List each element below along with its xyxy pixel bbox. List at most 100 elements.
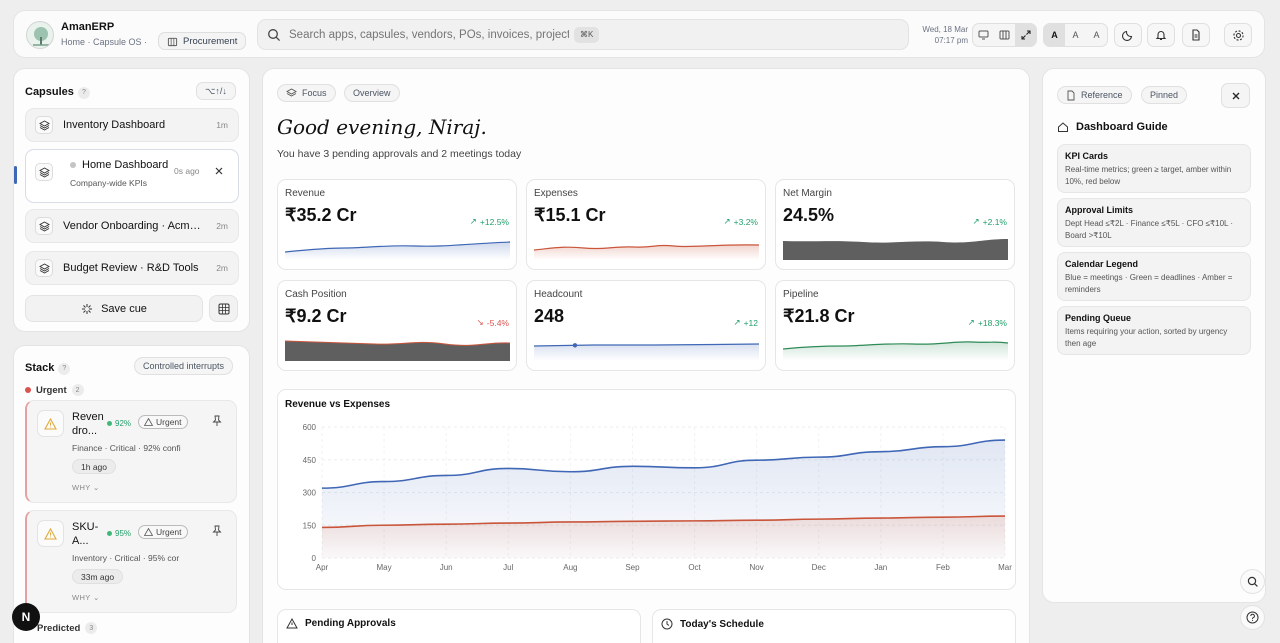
why-toggle[interactable]: WHY ⌄ (72, 483, 100, 492)
notifications-button[interactable] (1147, 23, 1175, 47)
kpi-change-value: +18.3% (977, 317, 1007, 328)
kpi-label: Expenses (534, 188, 578, 199)
kpi-value: 248 (534, 306, 565, 326)
stack-card-meta: Inventory · Critical · 95% cor (72, 553, 180, 563)
kpi-sparkline (285, 340, 510, 361)
kpi-change: ↗ +3.2% (724, 216, 758, 227)
capsule-age: 0s ago (174, 166, 200, 176)
guide-card-desc: Blue = meetings · Green = deadlines · Am… (1065, 273, 1233, 294)
capsule-label: Budget Review · R&D Tools (63, 262, 199, 274)
stack-panel: Stack? Controlled interrupts Urgent 2 Re… (13, 345, 250, 643)
font-size-small[interactable]: A (1093, 30, 1100, 40)
layout-toggle (972, 23, 1037, 47)
pending-approvals-title: Pending Approvals (305, 618, 396, 629)
font-size-large[interactable]: A (1044, 24, 1065, 46)
kpi-change-value: +12 (743, 317, 758, 328)
guide-card-desc: Items requiring your action, sorted by u… (1065, 327, 1228, 348)
grid-icon (218, 303, 229, 314)
guide-card[interactable]: KPI Cards Real-time metrics; green ≥ tar… (1057, 144, 1251, 193)
dark-mode-button[interactable] (1114, 23, 1142, 47)
confidence-value: 95% (115, 529, 132, 538)
tab-pinned[interactable]: Pinned (1141, 86, 1188, 104)
breadcrumb[interactable]: Home · Capsule OS · (61, 37, 148, 47)
close-panel-button[interactable] (1221, 83, 1250, 108)
capsule-item-active[interactable]: Home Dashboard Company-wide KPIs 0s ago (14, 149, 239, 203)
tab-reference[interactable]: Reference (1057, 86, 1132, 104)
capsule-shortcut[interactable]: ⌥↑/↓ (196, 82, 236, 100)
chevron-down-icon: ⌄ (93, 593, 100, 602)
x-tick-label: Nov (750, 563, 764, 572)
split-view-icon[interactable] (994, 24, 1015, 46)
guide-card[interactable]: Calendar Legend Blue = meetings · Green … (1057, 252, 1251, 301)
alert-icon (144, 528, 153, 536)
urgent-badge: Urgent (138, 525, 188, 539)
global-search[interactable]: ⌘K (257, 19, 909, 50)
status-dot (70, 162, 76, 168)
kpi-card-headcount[interactable]: Headcount 248 ↗ +12 (526, 280, 766, 371)
capsule-item[interactable]: Vendor Onboarding · Acme Supplies 2m (25, 209, 239, 243)
search-input[interactable] (289, 28, 569, 41)
kpi-sparkline (783, 341, 1008, 361)
bell-icon (1155, 31, 1167, 40)
y-tick-label: 450 (303, 456, 317, 465)
kpi-card-pipeline[interactable]: Pipeline ₹21.8 Cr ↗ +18.3% (775, 280, 1015, 371)
desktop-view-icon[interactable] (973, 24, 994, 46)
save-cue-button[interactable]: Save cue (25, 295, 203, 322)
help-icon[interactable]: ? (77, 86, 90, 99)
guide-card[interactable]: Approval Limits Dept Head ≤₹2L · Finance… (1057, 198, 1251, 247)
kpi-card-expenses[interactable]: Expenses ₹15.1 Cr ↗ +3.2% (526, 179, 766, 270)
trend-up-icon: ↗ (469, 216, 477, 226)
guide-card-title: Approval Limits (1065, 205, 1134, 215)
kpi-card-revenue[interactable]: Revenue ₹35.2 Cr ↗ +12.5% (277, 179, 517, 270)
module-selector[interactable]: Procurement (158, 32, 247, 50)
clock-icon (661, 618, 673, 630)
confidence-dot (107, 421, 112, 426)
stack-card-title: SKU-A... (72, 521, 99, 547)
app-logo[interactable] (26, 21, 54, 49)
pin-icon[interactable] (212, 415, 222, 427)
kpi-change-value: +2.1% (982, 216, 1007, 227)
capsules-title: Capsules (25, 86, 74, 98)
chart-title: Revenue vs Expenses (285, 399, 391, 410)
stack-card[interactable]: SKU-A... 95% Urgent Inventory · Critical… (25, 510, 237, 613)
help-fab[interactable] (1240, 605, 1265, 630)
font-size-medium[interactable]: A (1072, 30, 1079, 40)
documents-button[interactable] (1182, 23, 1210, 47)
guide-panel: Reference Pinned Dashboard Guide KPI Car… (1042, 68, 1266, 603)
todays-schedule-title: Today's Schedule (680, 618, 764, 630)
tab-focus[interactable]: Focus (277, 84, 336, 102)
kpi-card-net-margin[interactable]: Net Margin 24.5% ↗ +2.1% (775, 179, 1015, 270)
help-icon[interactable]: ? (58, 362, 71, 375)
save-cue-label: Save cue (101, 302, 147, 315)
expand-icon[interactable] (1015, 24, 1036, 46)
y-tick-label: 300 (303, 489, 317, 498)
kpi-sparkline (783, 239, 1008, 260)
pin-icon[interactable] (212, 525, 222, 537)
urgent-badge: Urgent (138, 415, 188, 429)
why-toggle[interactable]: WHY ⌄ (72, 593, 100, 602)
capsule-item[interactable]: Inventory Dashboard 1m (25, 108, 239, 142)
alert-icon (144, 418, 153, 426)
guide-title: Dashboard Guide (1076, 121, 1168, 133)
stack-card-time: 1h ago (72, 459, 116, 474)
capsule-item[interactable]: Budget Review · R&D Tools 2m (25, 251, 239, 285)
stack-card[interactable]: Reven dro... 92% Urgent Finance · Critic… (25, 400, 237, 503)
home-icon (1058, 122, 1068, 132)
guide-card-title: Calendar Legend (1065, 259, 1139, 269)
kpi-sparkline (285, 241, 510, 260)
user-avatar[interactable]: N (12, 603, 40, 631)
close-icon[interactable] (214, 166, 224, 176)
kpi-value: ₹21.8 Cr (783, 306, 855, 326)
interrupt-mode[interactable]: Controlled interrupts (134, 357, 234, 375)
moon-icon (1122, 30, 1133, 41)
y-tick-label: 0 (312, 554, 317, 563)
guide-card[interactable]: Pending Queue Items requiring your actio… (1057, 306, 1251, 355)
search-fab[interactable] (1240, 569, 1265, 594)
tab-overview[interactable]: Overview (344, 84, 400, 102)
search-icon (268, 28, 280, 41)
grid-view-button[interactable] (209, 295, 238, 322)
capsule-label: Inventory Dashboard (63, 119, 166, 131)
confidence-dot (107, 531, 112, 536)
settings-button[interactable] (1224, 23, 1252, 47)
kpi-card-cash-position[interactable]: Cash Position ₹9.2 Cr ↘ -5.4% (277, 280, 517, 371)
